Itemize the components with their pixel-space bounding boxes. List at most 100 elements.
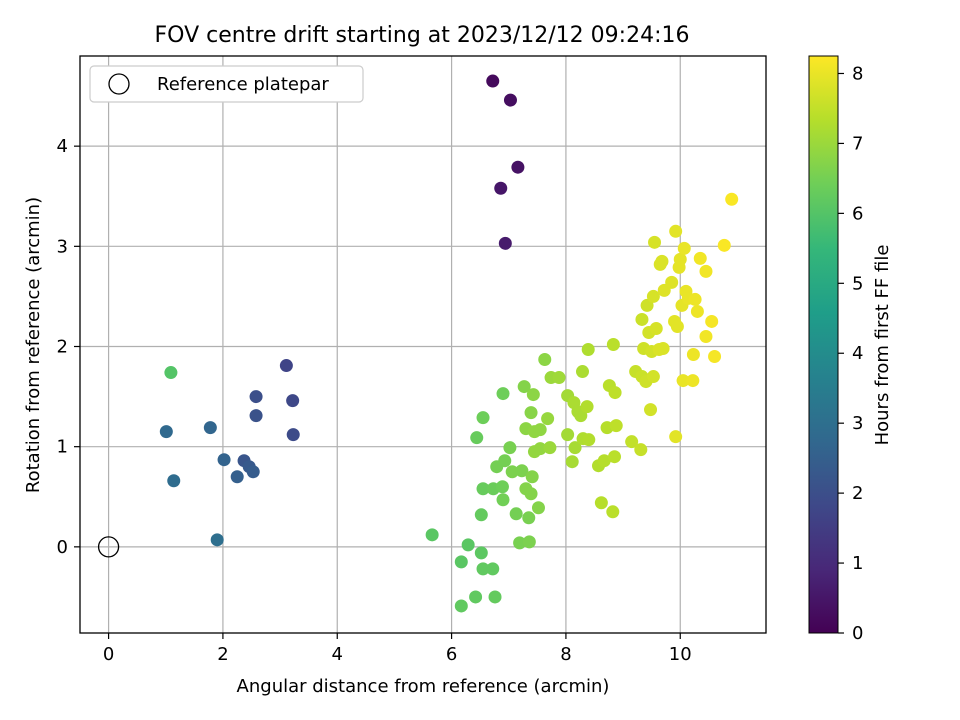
scatter-point bbox=[249, 390, 263, 404]
scatter-point bbox=[496, 493, 510, 507]
scatter-point bbox=[469, 590, 483, 604]
colorbar-tick-label: 6 bbox=[852, 203, 863, 224]
scatter-point bbox=[249, 409, 263, 423]
scatter-point bbox=[511, 160, 525, 174]
scatter-point bbox=[594, 496, 608, 510]
colorbar-tick-label: 8 bbox=[852, 63, 863, 84]
reference-platepar-marker bbox=[97, 536, 120, 558]
scatter-point bbox=[708, 350, 722, 364]
scatter-point bbox=[541, 412, 555, 426]
scatter-point bbox=[725, 192, 739, 206]
colorbar-ticks: 0 1 2 3 4 5 6 7 8 bbox=[838, 63, 863, 644]
scatter-point bbox=[474, 546, 488, 560]
scatter-point bbox=[606, 338, 620, 351]
scatter-point bbox=[526, 388, 540, 402]
scatter-point bbox=[246, 465, 260, 479]
scatter-point bbox=[606, 505, 620, 519]
y-axis-label: Rotation from reference (arcmin) bbox=[23, 197, 44, 493]
scatter-point bbox=[525, 470, 539, 484]
scatter-point bbox=[461, 538, 475, 552]
scatter-point bbox=[574, 409, 588, 423]
scatter-point bbox=[565, 455, 579, 469]
scatter-point bbox=[503, 93, 517, 107]
scatter-point bbox=[669, 430, 683, 444]
scatter-point bbox=[498, 236, 512, 250]
scatter-point bbox=[286, 428, 300, 442]
legend-marker bbox=[108, 73, 130, 95]
colorbar-tick-label: 1 bbox=[852, 553, 863, 574]
scatter-point bbox=[488, 590, 502, 604]
scatter-point bbox=[230, 470, 244, 484]
scatter-point bbox=[496, 387, 510, 401]
scatter-point bbox=[505, 465, 519, 479]
scatter-point bbox=[552, 371, 566, 385]
scatter-point bbox=[644, 403, 658, 417]
scatter-point bbox=[503, 441, 517, 455]
scatter-point bbox=[543, 441, 557, 455]
scatter-point bbox=[609, 419, 623, 433]
scatter-point bbox=[705, 314, 719, 328]
colorbar-tick-label: 7 bbox=[852, 133, 863, 154]
colorbar-tick-label: 2 bbox=[852, 483, 863, 504]
scatter-point bbox=[581, 343, 595, 357]
scatter-point bbox=[688, 292, 702, 306]
scatter-point bbox=[476, 482, 490, 496]
legend-box bbox=[89, 65, 364, 103]
x-axis-ticks: 0 2 4 6 8 10 bbox=[103, 633, 692, 665]
colorbar bbox=[808, 55, 839, 634]
scatter-point bbox=[568, 441, 582, 455]
scatter-point bbox=[533, 442, 547, 456]
scatter-point bbox=[454, 599, 468, 613]
x-tick-label: 0 bbox=[103, 644, 114, 665]
scatter-point bbox=[635, 312, 649, 326]
scatter-point bbox=[575, 365, 589, 379]
scatter-point bbox=[509, 507, 523, 521]
colorbar-tick-label: 4 bbox=[852, 343, 863, 364]
scatter-point bbox=[494, 181, 508, 195]
scatter-point bbox=[495, 480, 509, 494]
scatter-point bbox=[476, 411, 490, 425]
scatter-point bbox=[646, 370, 660, 384]
legend: Reference platepar bbox=[89, 65, 364, 103]
scatter-point bbox=[634, 443, 648, 457]
scatter-point bbox=[470, 431, 484, 445]
scatter-point bbox=[524, 487, 538, 501]
scatter-point bbox=[640, 298, 654, 312]
colorbar-tick-label: 0 bbox=[852, 623, 863, 644]
y-tick-label: 3 bbox=[57, 236, 68, 257]
scatter-point bbox=[517, 380, 531, 394]
scatter-point bbox=[656, 342, 670, 356]
y-tick-label: 4 bbox=[57, 136, 68, 157]
scatter-point bbox=[210, 533, 224, 547]
scatter-point bbox=[670, 319, 684, 333]
plot-frame bbox=[79, 55, 767, 634]
x-axis-label: Angular distance from reference (arcmin) bbox=[237, 676, 610, 697]
scatter-point bbox=[533, 423, 547, 437]
scatter-point bbox=[513, 536, 527, 550]
scatter-point bbox=[686, 374, 700, 388]
scatter-point bbox=[646, 289, 660, 303]
scatter-point bbox=[673, 252, 687, 266]
scatter-point bbox=[279, 359, 293, 373]
scatter-point bbox=[164, 366, 178, 380]
scatter-point bbox=[693, 251, 707, 265]
scatter-point bbox=[498, 454, 512, 468]
scatter-point bbox=[167, 474, 181, 488]
scatter-point bbox=[217, 453, 231, 467]
scatter-point bbox=[522, 511, 536, 525]
scatter-point bbox=[677, 241, 691, 255]
scatter-point bbox=[625, 435, 639, 449]
colorbar-tick-label: 3 bbox=[852, 413, 863, 434]
scatter-point bbox=[655, 254, 669, 268]
y-tick-label: 0 bbox=[57, 537, 68, 558]
scatter-point bbox=[582, 433, 596, 447]
scatter-point bbox=[699, 329, 713, 343]
scatter-point bbox=[669, 224, 683, 238]
scatter-point bbox=[522, 535, 536, 549]
chart-title: FOV centre drift starting at 2023/12/12 … bbox=[155, 23, 690, 48]
scatter-point bbox=[717, 238, 731, 252]
scatter-point bbox=[665, 275, 679, 289]
scatter-point bbox=[648, 235, 662, 249]
legend-label: Reference platepar bbox=[157, 74, 329, 95]
